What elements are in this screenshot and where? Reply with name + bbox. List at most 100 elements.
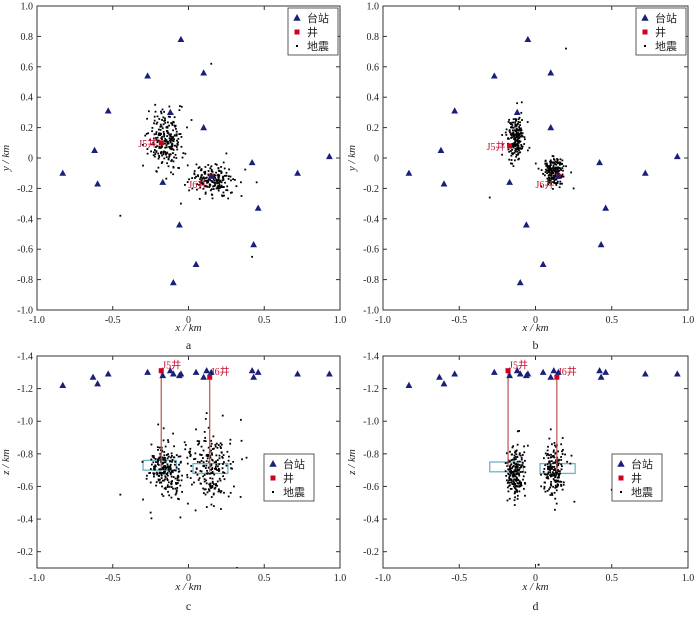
quake-point [186,126,188,129]
quake-point [548,170,551,172]
quake-point [200,179,203,182]
quake-point [548,488,550,491]
quake-point [171,139,174,142]
quake-point [172,140,175,143]
quake-point [223,167,226,170]
quake-point [214,174,217,177]
quake-point [517,132,520,135]
quake-point [165,139,168,141]
quake-point [210,445,212,448]
quake-point [544,464,547,467]
quake-point [559,470,561,473]
quake-point [510,459,513,461]
quake-point [195,428,197,431]
quake-point [550,178,553,180]
quake-point [556,168,559,171]
quake-point [521,454,524,456]
y-tick-label: -0.6 [17,245,33,256]
quake-point [170,475,173,478]
quake-point [175,483,178,485]
quake-point [154,149,156,151]
quake-point [516,485,519,488]
quake-point [210,496,213,498]
quake-point [517,466,519,468]
quake-point [555,489,558,492]
quake-point [168,105,171,108]
station-marker [547,124,555,131]
quake-point [506,137,509,140]
quake-point [176,487,179,489]
quake-point [511,474,514,477]
quake-point [159,452,162,455]
quake-point [512,142,515,145]
quake-point [519,467,521,469]
quake-point [168,470,171,473]
quake-point [156,461,159,464]
quake-point [508,118,511,121]
quake-point [509,487,512,490]
quake-point [216,484,219,487]
quake-point [570,454,573,457]
quake-point [202,449,205,452]
quake-point [198,461,201,464]
quake-point [551,171,553,174]
quake-point [164,459,167,462]
quake-point [514,458,517,460]
quake-point [554,467,557,470]
quake-point [542,172,544,175]
quake-point [216,446,219,449]
quake-point [204,467,207,469]
quake-point [215,171,217,174]
quake-point [515,466,518,469]
quake-point [519,471,522,473]
quake-point [163,466,166,469]
quake-point [173,469,176,472]
station-marker [254,368,262,375]
quake-point [550,169,553,172]
quake-point [161,154,163,157]
y-tick-label: 0 [374,154,379,165]
quake-point [510,471,513,473]
quake-point [158,446,161,449]
quake-point [509,133,512,136]
quake-point [186,502,189,505]
quake-point [514,483,517,486]
quake-point [170,452,173,455]
quake-point [517,140,520,143]
quake-point [165,126,168,129]
quake-point [519,127,522,130]
quake-point [552,468,555,471]
quake-point [515,476,518,479]
legend-quake-symbol [620,491,622,493]
quake-point [206,185,209,188]
quake-point [512,480,515,483]
quake-point [160,112,163,115]
quake-point [206,491,209,494]
quake-point [146,117,148,120]
quake-point [555,480,558,483]
quake-point [218,182,220,184]
quake-point [161,479,164,482]
quake-point [227,197,230,200]
data-layer: J5井 J6井 [59,35,333,286]
quake-point [162,116,165,119]
quake-point [501,143,504,146]
quake-point [212,185,214,188]
x-tick-label: -1.0 [375,573,391,584]
quake-point [169,465,172,468]
quake-point [549,460,551,463]
station-marker [59,381,67,388]
well-marker [158,368,164,374]
quake-point [516,128,519,131]
quake-point [510,487,513,490]
quake-point [150,150,152,153]
quake-point [518,136,520,139]
quake-point [560,443,563,446]
quake-point [154,103,157,106]
station-marker [506,371,513,379]
quake-point [197,443,199,446]
quake-point [215,467,217,470]
quake-point [172,456,175,459]
quake-point [557,464,560,467]
quake-point [210,170,213,173]
